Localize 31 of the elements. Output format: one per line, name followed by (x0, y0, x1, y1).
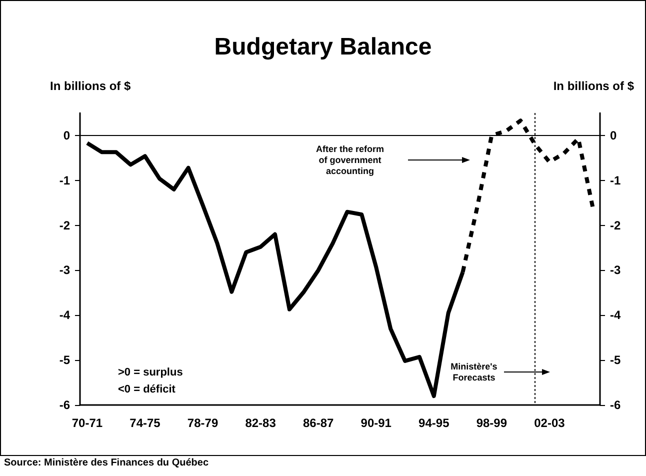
y-tick-label: -5 (59, 353, 70, 368)
chart-title: Budgetary Balance (214, 34, 432, 60)
y-tick-label: -4 (59, 308, 70, 322)
y2-tick-label: -5 (610, 353, 621, 368)
y-tick-label: -3 (59, 263, 70, 278)
annotation: After the reform of government accounting (316, 144, 384, 176)
x-tick-label: 90-91 (360, 416, 392, 430)
source-note: Source: Ministère des Finances du Québec (4, 458, 209, 468)
x-tick-label: 70-71 (72, 416, 103, 430)
x-tick-label: 02-03 (534, 416, 566, 430)
y2-tick-label: -6 (610, 398, 621, 412)
y2-tick-label: -1 (610, 173, 621, 188)
x-tick-label: 78-79 (187, 416, 218, 430)
y2-axis-title: In billions of $ (553, 79, 634, 93)
y2-tick-label: -2 (610, 218, 621, 232)
y2-tick-label: -3 (610, 263, 621, 278)
annotation: Ministère's Forecasts (450, 362, 498, 382)
x-tick-label: 82-83 (245, 416, 276, 430)
y-tick-label: -6 (59, 398, 70, 412)
x-tick-label: 94-95 (418, 416, 450, 430)
x-tick-label: 98-99 (476, 416, 508, 430)
x-tick-label: 74-75 (130, 416, 161, 430)
y-tick-label: -2 (59, 218, 70, 232)
y-tick-label: -1 (59, 173, 70, 188)
y-axis-title: In billions of $ (50, 79, 131, 93)
y2-tick-label: 0 (610, 128, 617, 142)
annotation: <0 = déficit (118, 384, 176, 396)
y2-tick-label: -4 (610, 308, 621, 322)
annotation: >0 = surplus (118, 366, 183, 378)
x-tick-label: 86-87 (302, 416, 334, 430)
y-tick-label: 0 (63, 128, 70, 142)
